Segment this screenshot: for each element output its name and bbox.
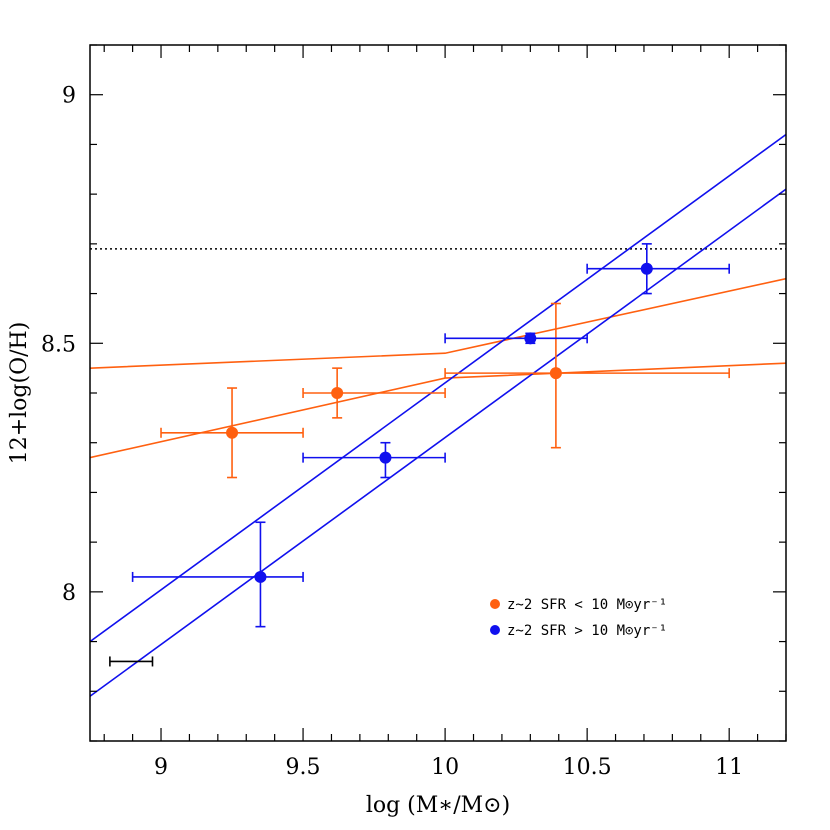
y-tick-label: 8 <box>62 581 76 606</box>
legend: z~2 SFR < 10 M⊙yr⁻¹ z~2 SFR > 10 M⊙yr⁻¹ <box>490 597 667 639</box>
x-tick-label: 9.5 <box>286 755 321 780</box>
data-point-group <box>444 302 730 449</box>
y-axis-label: 12+log(O/H) <box>7 322 32 465</box>
x-tick-label: 11 <box>715 755 743 780</box>
axis-tick-labels: 9 9.5 10 10.5 11 8 8.5 9 <box>41 84 743 780</box>
data-point-series-1-2 <box>524 332 537 345</box>
legend-label-series-0: z~2 SFR < 10 M⊙yr⁻¹ <box>507 597 667 613</box>
fit-line-series-1-0 <box>90 133 786 643</box>
y-tick-label: 9 <box>62 84 76 109</box>
data-point-group <box>302 441 446 479</box>
x-tick-label: 9 <box>154 755 168 780</box>
fit-line-series-1-1 <box>90 188 786 697</box>
data-point-group <box>160 387 304 479</box>
data-point-group <box>444 332 588 345</box>
data-point-series-0-1 <box>331 387 344 399</box>
data-point-series-1-0 <box>254 570 267 583</box>
legend-marker-series-1 <box>490 625 500 635</box>
data-point-series-0-0 <box>226 426 239 439</box>
plot-content <box>90 133 786 697</box>
data-point-group <box>302 367 446 419</box>
y-tick-label: 8.5 <box>41 332 76 357</box>
legend-label-series-1: z~2 SFR > 10 M⊙yr⁻¹ <box>507 623 667 639</box>
x-tick-label: 10 <box>431 755 459 780</box>
legend-marker-series-0 <box>490 599 500 609</box>
x-axis-label: log (M∗/M⊙) <box>366 793 510 818</box>
fit-line-series-0-1 <box>90 277 786 369</box>
data-point-series-0-2 <box>549 367 562 380</box>
typical-error-bar <box>109 656 154 667</box>
data-point-series-1-1 <box>379 451 392 464</box>
data-point-group <box>586 243 730 295</box>
data-point-series-1-3 <box>640 262 653 275</box>
data-point-group <box>131 521 304 628</box>
x-tick-label: 10.5 <box>563 755 612 780</box>
axis-ticks <box>90 44 787 742</box>
